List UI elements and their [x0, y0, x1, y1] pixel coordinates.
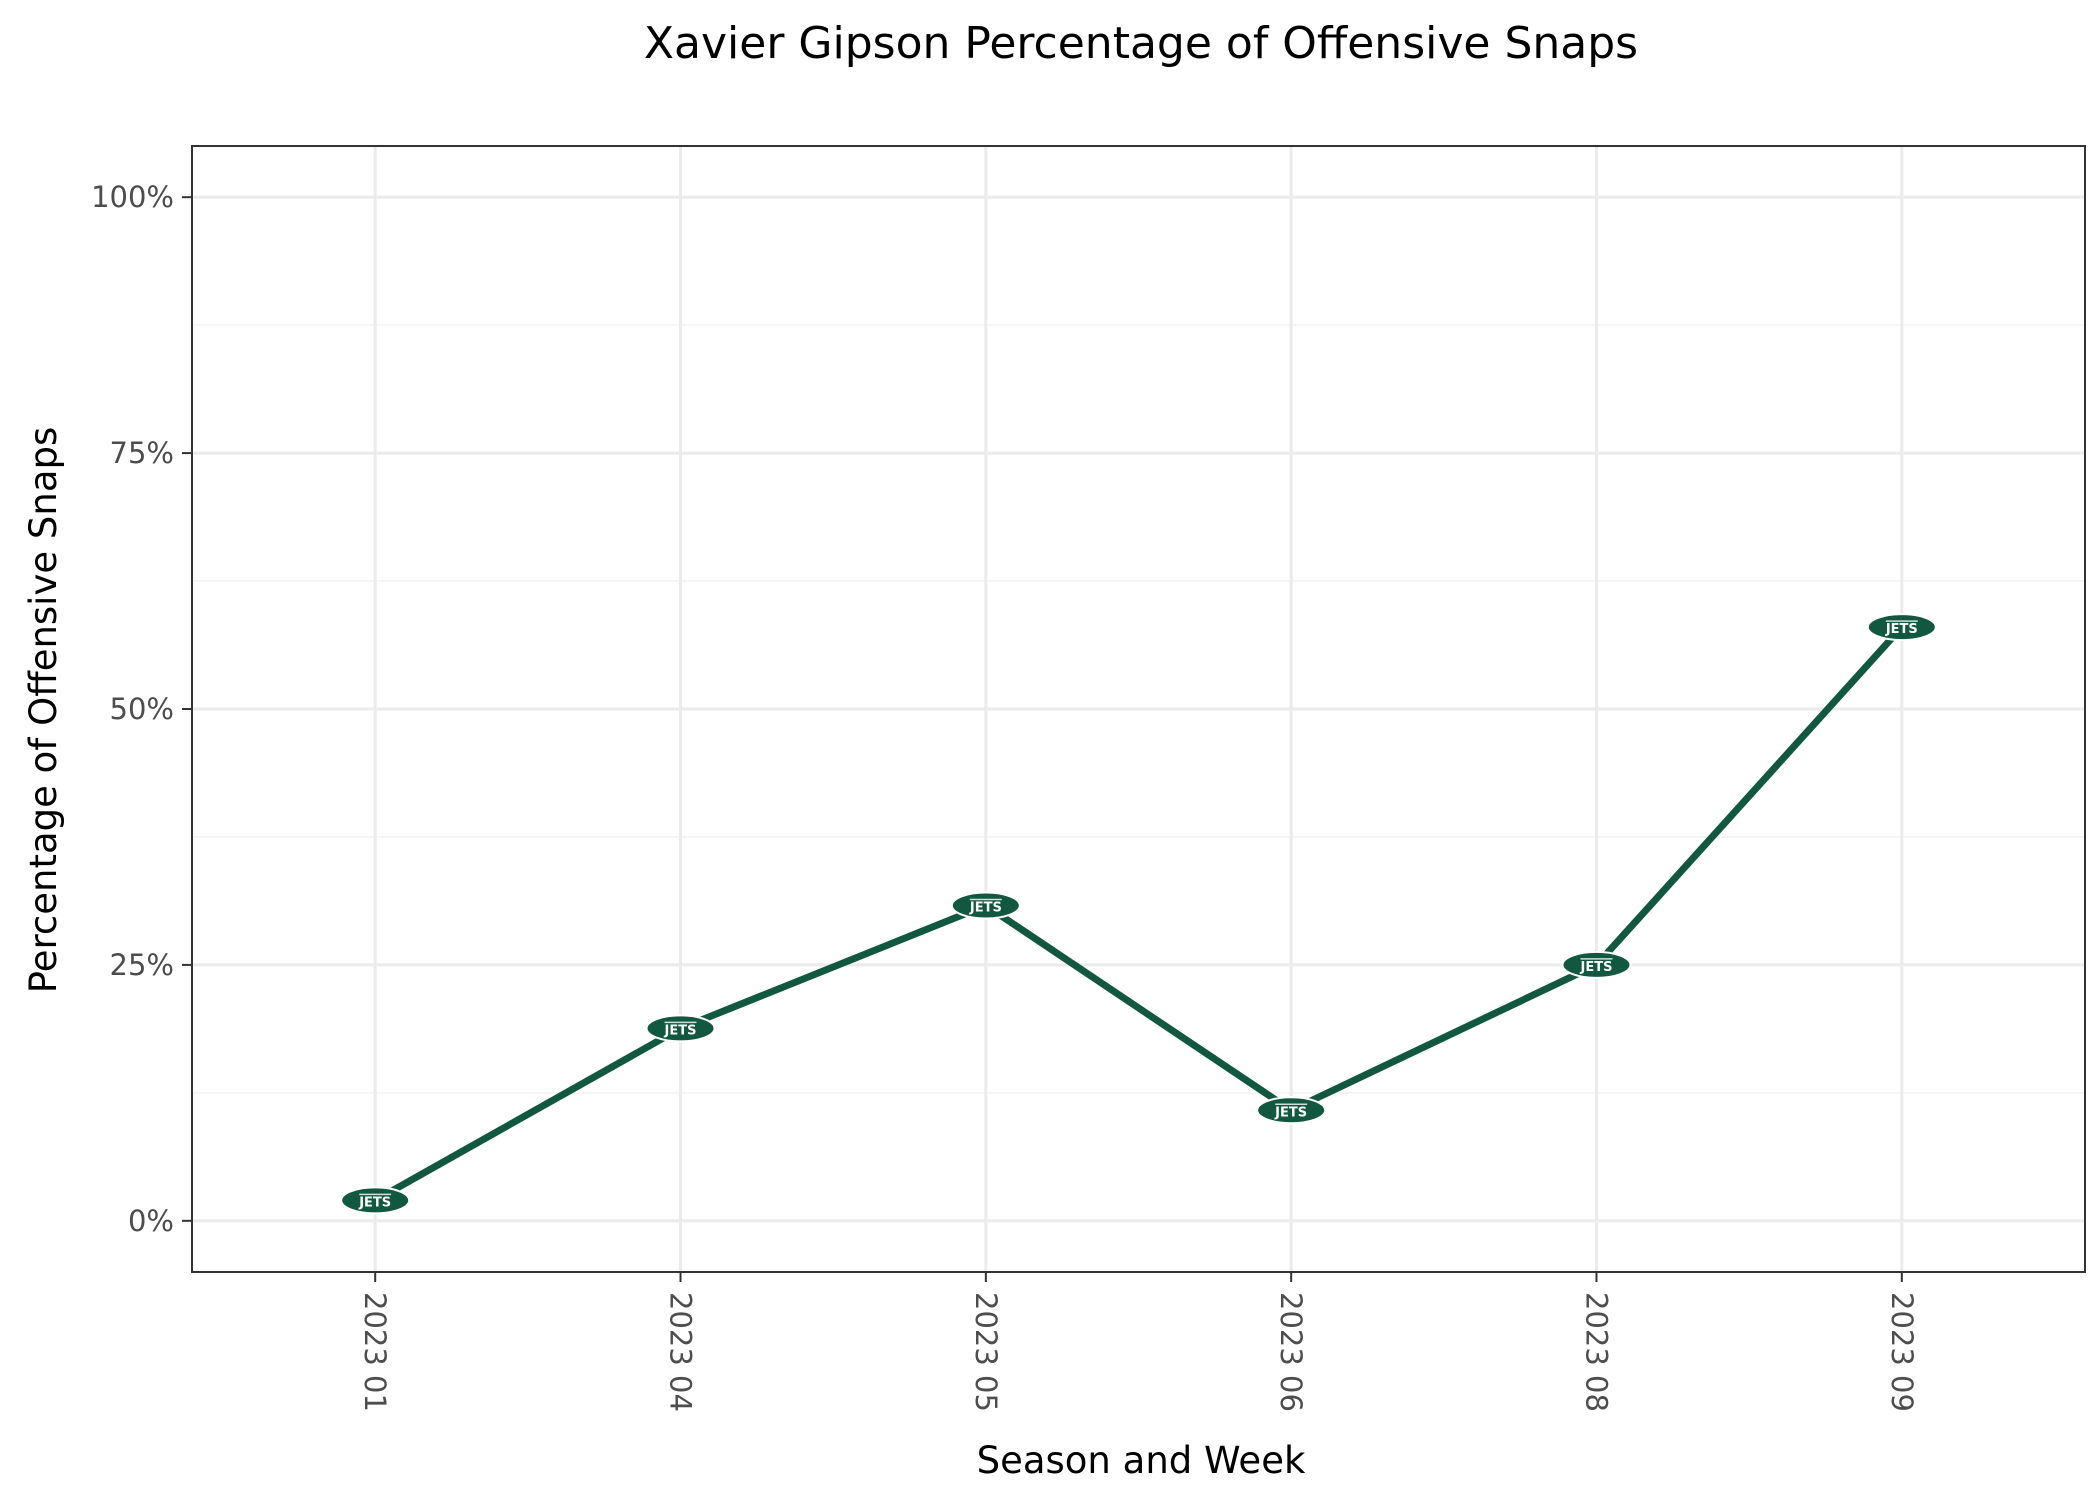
logo-text: JETS: [969, 901, 1002, 916]
logo-text: JETS: [1274, 1105, 1307, 1120]
logo-text: JETS: [358, 1195, 391, 1210]
y-tick-label: 0%: [128, 1204, 174, 1238]
x-tick-label: 2023 09: [1885, 1292, 1919, 1412]
y-axis-ticks: 0% 25% 50% 75% 100%: [91, 180, 192, 1238]
data-point: JETS: [950, 891, 1021, 920]
logo-text: JETS: [1885, 622, 1918, 637]
y-tick-label: 100%: [91, 180, 174, 214]
y-tick-label: 75%: [110, 436, 174, 470]
y-axis-title: Percentage of Offensive Snaps: [22, 427, 65, 994]
x-tick-label: 2023 04: [664, 1292, 698, 1412]
x-tick-label: 2023 06: [1274, 1292, 1308, 1412]
x-tick-label: 2023 08: [1579, 1292, 1613, 1412]
logo-text: JETS: [1580, 960, 1613, 975]
data-point: JETS: [1256, 1096, 1327, 1125]
logo-text: JETS: [664, 1023, 697, 1038]
data-point: JETS: [1866, 613, 1937, 642]
y-tick-label: 25%: [110, 948, 174, 982]
x-axis-ticks: 2023 01 2023 04 2023 05 2023 06 2023 08 2023 …: [358, 1272, 1919, 1412]
data-point: JETS: [1561, 950, 1632, 979]
marker-layer: JETS JETS JETS JETS JETS JETS: [340, 613, 1937, 1215]
series-layer: [371, 623, 1906, 1204]
team-logo-icon: [645, 1014, 716, 1043]
x-axis-title: Season and Week: [977, 1439, 1306, 1482]
chart-title: Xavier Gipson Percentage of Offensive Sn…: [644, 18, 1638, 69]
grid-layer: [192, 146, 2085, 1272]
x-tick-label: 2023 01: [358, 1292, 392, 1412]
y-tick-label: 50%: [110, 692, 174, 726]
series-line: [371, 623, 1906, 1204]
team-logo-icon: [340, 1186, 411, 1215]
team-logo-icon: [950, 891, 1021, 920]
data-point: JETS: [340, 1186, 411, 1215]
team-logo-icon: [1561, 950, 1632, 979]
team-logo-icon: [1256, 1096, 1327, 1125]
team-logo-icon: [1866, 613, 1937, 642]
data-point: JETS: [645, 1014, 716, 1043]
x-tick-label: 2023 05: [969, 1292, 1003, 1412]
